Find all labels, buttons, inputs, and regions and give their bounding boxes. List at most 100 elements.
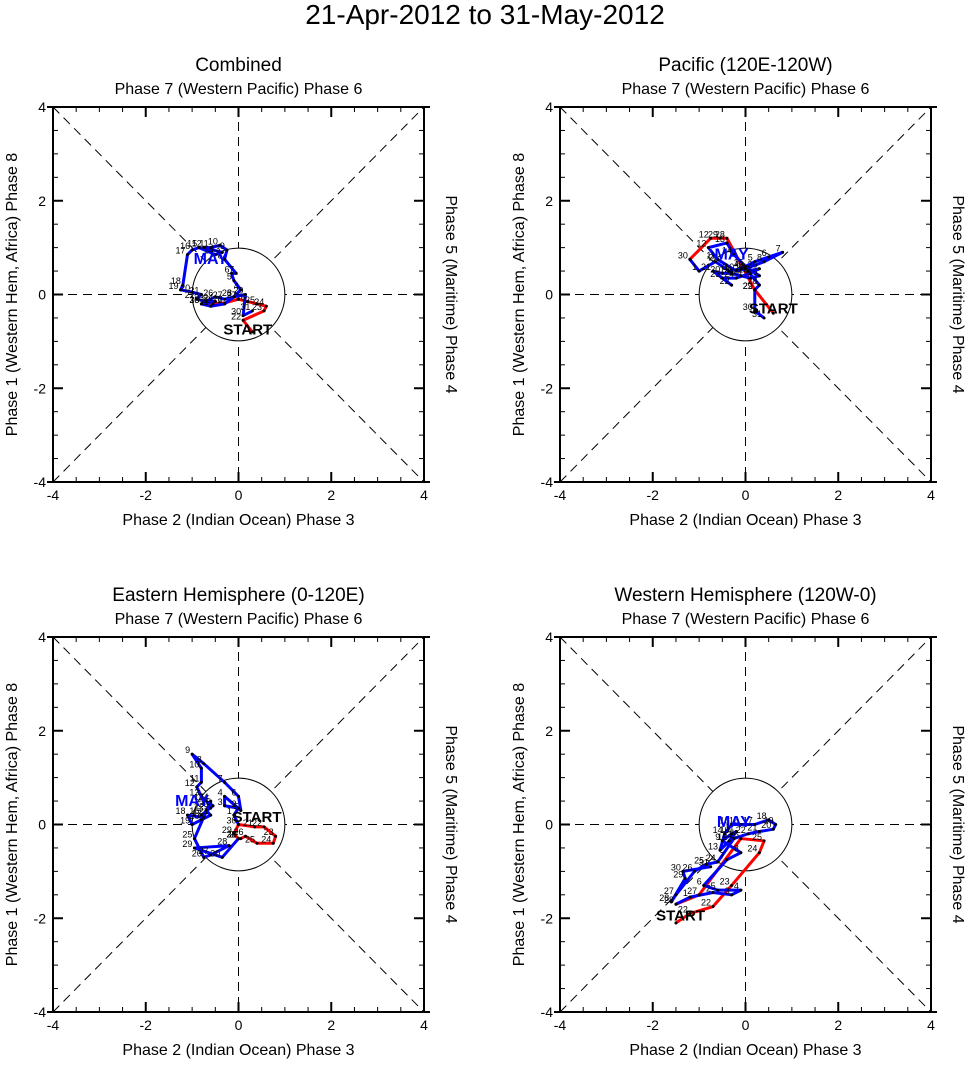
day-marker [771, 827, 775, 831]
day-label: 28 [222, 288, 232, 298]
day-label: 22 [678, 905, 688, 915]
y-tick-label: 2 [38, 723, 46, 739]
day-marker [227, 844, 231, 848]
day-label: 12 [696, 239, 706, 249]
day-marker [213, 253, 217, 257]
day-marker [185, 253, 189, 257]
x-tick-label: -4 [554, 487, 567, 503]
day-marker [223, 257, 227, 261]
day-marker [757, 851, 761, 855]
day-label: 19 [764, 816, 774, 826]
x-tick-label: -4 [47, 487, 60, 503]
y-tick-label: 4 [38, 99, 46, 115]
day-label: 2 [708, 253, 713, 263]
day-label: 31 [240, 302, 250, 312]
day-label: 9 [715, 832, 720, 842]
day-marker [239, 808, 243, 812]
day-label: 27 [736, 262, 746, 272]
right-axis-label: Phase 5 (Maritime) Phase 4 [949, 195, 966, 393]
day-label: 26 [747, 260, 757, 270]
day-label: 25 [245, 295, 255, 305]
day-label: 13 [708, 841, 718, 851]
day-label: 10 [720, 825, 730, 835]
panel-title: Pacific (120E-120W) [658, 55, 832, 76]
day-label: 30 [226, 816, 236, 826]
day-label: 16 [729, 816, 739, 826]
y-tick-label: -4 [541, 1004, 554, 1020]
day-label: 29 [201, 295, 211, 305]
day-marker [237, 823, 240, 826]
day-marker [192, 837, 196, 841]
x-tick-label: 0 [235, 1017, 243, 1033]
day-marker [209, 246, 213, 250]
day-label: 23 [194, 293, 204, 303]
day-marker [753, 823, 757, 826]
day-label: 14 [713, 825, 723, 835]
y-tick-label: 0 [38, 287, 46, 303]
day-marker [739, 851, 743, 855]
day-marker [199, 818, 203, 822]
y-tick-label: 0 [545, 287, 553, 303]
y-tick-label: -4 [34, 1004, 47, 1020]
day-marker [718, 236, 722, 240]
day-label: 26 [682, 862, 692, 872]
start-label: START [233, 809, 282, 826]
month-label: MAY [194, 251, 228, 268]
day-label: 4 [218, 787, 223, 797]
day-label: 13 [189, 787, 199, 797]
day-label: 6 [762, 248, 767, 258]
day-marker [237, 837, 240, 841]
day-label: 26 [729, 830, 739, 840]
day-label: 27 [199, 846, 209, 856]
day-marker [739, 823, 743, 826]
day-marker [734, 276, 738, 280]
day-marker [709, 865, 713, 869]
day-label: 22 [720, 276, 730, 286]
day-label: 12 [192, 239, 202, 249]
day-marker [730, 832, 734, 836]
x-tick-label: 2 [834, 487, 842, 503]
y-tick-label: 0 [545, 817, 553, 833]
day-label: 31 [226, 830, 236, 840]
phase-panel-1: Combined Phase 7 (Western Pacific) Phase … [4, 55, 459, 529]
day-label: 9 [738, 260, 743, 270]
day-label: 24 [706, 853, 716, 863]
day-marker [748, 271, 752, 275]
day-label: 29 [673, 869, 683, 879]
y-tick-label: 2 [38, 193, 46, 209]
day-marker [753, 309, 757, 313]
day-marker [264, 304, 268, 308]
x-tick-label: 2 [327, 1017, 335, 1033]
day-marker [730, 823, 734, 826]
y-tick-label: -4 [541, 474, 554, 490]
day-marker [202, 815, 206, 819]
day-marker [199, 302, 203, 306]
day-label: 4 [734, 260, 739, 270]
day-marker [774, 823, 778, 826]
day-label: 23 [720, 876, 730, 886]
day-marker [234, 271, 238, 275]
x-tick-label: -2 [647, 1017, 660, 1033]
y-tick-label: -2 [541, 910, 554, 926]
x-tick-label: -4 [554, 1017, 567, 1033]
day-marker [223, 794, 227, 798]
top-axis-label: Phase 7 (Western Pacific) Phase 6 [622, 81, 870, 98]
x-tick-label: -2 [647, 487, 660, 503]
day-marker [713, 260, 717, 264]
day-marker [688, 257, 692, 261]
day-marker [209, 806, 213, 810]
start-label: START [656, 908, 705, 925]
day-marker [237, 794, 240, 798]
day-label: 15 [187, 239, 197, 249]
phase-panel-2: Pacific (120E-120W) Phase 7 (Western Paci… [511, 55, 966, 529]
day-marker [716, 257, 720, 261]
day-label: 5 [227, 271, 232, 281]
y-tick-label: -2 [34, 910, 47, 926]
x-tick-label: 2 [327, 487, 335, 503]
day-label: 1 [683, 888, 688, 898]
day-marker [211, 302, 215, 306]
day-marker [255, 841, 259, 845]
day-marker [202, 246, 206, 250]
day-marker [739, 267, 743, 271]
